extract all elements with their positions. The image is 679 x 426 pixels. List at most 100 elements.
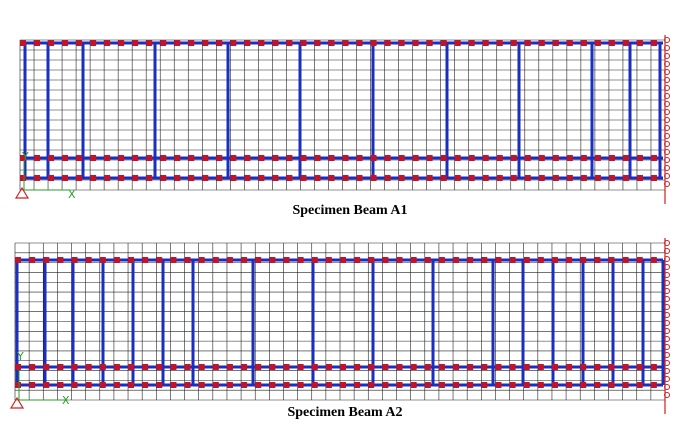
bond-node [636,382,643,388]
support-roller [664,37,670,43]
support-roller [664,61,670,67]
bond-node [230,40,237,46]
bond-node [608,257,615,263]
bond-node [170,364,177,370]
bond-node [184,257,191,263]
bond-node [244,40,251,46]
bond-node [202,175,209,181]
bond-node [174,155,181,161]
bond-node [537,364,544,370]
bond-node [34,155,41,161]
bond-node [566,257,573,263]
bond-node [99,364,106,370]
bond-node [453,364,460,370]
support-roller [664,181,670,187]
bond-node [410,257,417,263]
bond-node [156,364,163,370]
bond-node [188,40,195,46]
bond-node [48,40,55,46]
support-roller [664,280,670,286]
bond-node [90,40,97,46]
bond-node [510,40,517,46]
bond-node [174,40,181,46]
support-pin [9,396,25,409]
bond-node [212,382,219,388]
bond-node [524,155,531,161]
bond-node [424,364,431,370]
bond-node [241,257,248,263]
bond-node [594,257,601,263]
bond-node [636,155,643,161]
bond-node [29,382,36,388]
bond-node [650,175,657,181]
bond-node [15,257,21,263]
bond-node [198,257,205,263]
bond-node [212,257,219,263]
bond-node [467,364,474,370]
bond-node [104,40,111,46]
bond-node [370,155,377,161]
bond-node [608,155,615,161]
bond-node [300,40,307,46]
bond-node [104,175,111,181]
bond-node [594,364,601,370]
bond-node [99,257,106,263]
bond-node [62,175,69,181]
bond-node [481,257,488,263]
support-roller [664,296,670,302]
bond-node [29,257,36,263]
bond-node [34,175,41,181]
support-pin [14,186,30,199]
bond-node [43,364,50,370]
bond-node [622,257,629,263]
bond-node [453,382,460,388]
bond-node [622,382,629,388]
bond-node [272,40,279,46]
bond-node [538,155,545,161]
bond-node [198,364,205,370]
bond-node [368,257,375,263]
support-roller [664,45,670,51]
bond-node [142,257,149,263]
bond-node [325,257,332,263]
support-roller [664,141,670,147]
bond-node [342,175,349,181]
bond-node [269,364,276,370]
bond-node [57,382,64,388]
bond-node [156,382,163,388]
bond-node [537,257,544,263]
bond-node [396,364,403,370]
support-roller [664,304,670,310]
bond-node [551,382,558,388]
bond-node [269,257,276,263]
bond-node [34,40,41,46]
bond-node [509,257,516,263]
support-roller [664,85,670,91]
bond-node [311,257,318,263]
bond-node [325,364,332,370]
support-roller [664,117,670,123]
bond-node [314,175,321,181]
axis-label: X [62,394,70,407]
bond-node [440,175,447,181]
bond-node [328,40,335,46]
bond-node [454,175,461,181]
bond-node [552,155,559,161]
bond-node [160,175,167,181]
bond-node [440,155,447,161]
bond-node [311,364,318,370]
bond-node [622,175,629,181]
bond-node [244,155,251,161]
bond-node [342,40,349,46]
bond-node [594,382,601,388]
bond-node [57,257,64,263]
bond-node [566,175,573,181]
bond-node [370,40,377,46]
bond-node [384,40,391,46]
bond-node [184,364,191,370]
bond-node [608,40,615,46]
support-roller [664,344,670,350]
bond-node [48,175,55,181]
bond-node [580,364,587,370]
